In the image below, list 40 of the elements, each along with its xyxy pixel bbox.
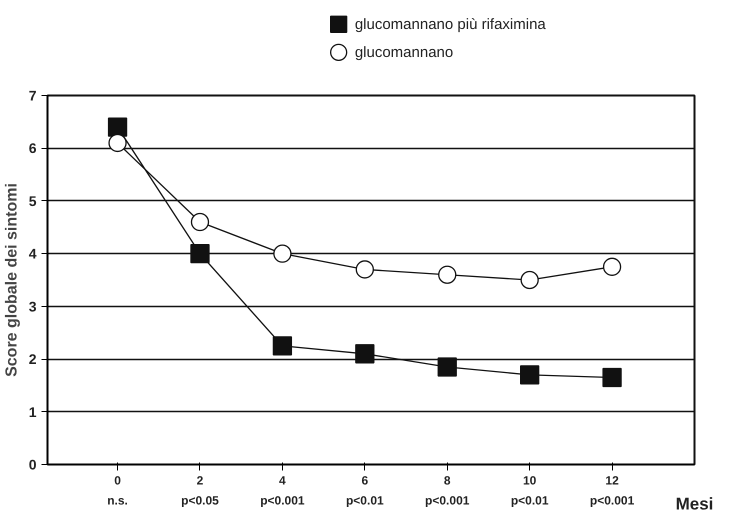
point — [190, 244, 210, 264]
text: p<0.001 — [425, 494, 470, 508]
x-tick-label: 6 — [361, 474, 368, 488]
point — [108, 117, 128, 137]
x-tick-label: 8 — [444, 474, 451, 488]
y-axis-title: Score globale dei sintomi — [4, 183, 21, 377]
text: p<0.01 — [510, 494, 549, 508]
text: p<0.05 — [181, 494, 220, 508]
y-tick-label: 4 — [28, 246, 37, 262]
y-tick-label: 2 — [28, 351, 37, 368]
x-tick-label: 4 — [279, 474, 286, 488]
x-axis-title: Mesi — [676, 494, 714, 514]
x-tick-label: 12 — [605, 474, 620, 488]
point — [190, 212, 210, 232]
point — [355, 344, 374, 364]
x-tick-label: 2 — [196, 474, 204, 488]
text: n.s. — [107, 494, 128, 508]
point — [520, 270, 539, 290]
point — [602, 368, 622, 388]
y-tick-label: 3 — [28, 298, 37, 314]
legend-label: glucomannano — [354, 44, 454, 61]
y-tick-label: 1 — [28, 404, 37, 420]
point — [438, 266, 456, 284]
y-tick-label: 7 — [28, 88, 37, 104]
y-tick-label: 6 — [28, 140, 37, 156]
legend-label: glucomannano più rifaximina — [354, 16, 546, 33]
y-tick-label: 0 — [28, 456, 37, 472]
point — [108, 134, 127, 152]
x-tick-label: 0 — [114, 474, 122, 488]
y-tick-label: 5 — [28, 192, 37, 209]
text: p<0.01 — [346, 494, 384, 508]
point — [272, 336, 292, 356]
text: p<0.001 — [260, 494, 305, 508]
point — [356, 260, 374, 279]
x-tick-label: 10 — [522, 474, 537, 488]
point — [273, 244, 292, 263]
point — [520, 365, 540, 385]
point — [602, 258, 622, 276]
text: p<0.001 — [590, 494, 635, 508]
point — [438, 357, 457, 377]
